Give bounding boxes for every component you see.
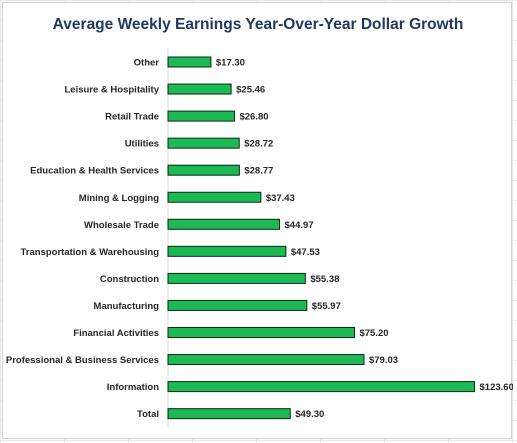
category-label: Wholesale Trade: [84, 220, 159, 231]
bar[interactable]: [167, 354, 365, 366]
category-label: Construction: [100, 274, 159, 285]
chart-area[interactable]: Average Weekly Earnings Year-Over-Year D…: [2, 2, 513, 439]
bar[interactable]: [167, 110, 235, 122]
value-label: $49.30: [295, 409, 324, 420]
bar[interactable]: [167, 218, 281, 230]
bar[interactable]: [167, 299, 308, 311]
value-label: $17.30: [216, 58, 245, 69]
category-label: Transportation & Warehousing: [21, 247, 160, 258]
category-label: Financial Activities: [73, 328, 159, 339]
category-label: Utilities: [125, 139, 159, 150]
category-label: Total: [137, 409, 159, 420]
value-label: $47.53: [291, 247, 320, 258]
bar[interactable]: [167, 408, 291, 420]
bars-layer: Other $17.30 Leisure & Hospitality $25.46 Re…: [6, 48, 513, 428]
value-label: $37.43: [266, 193, 295, 204]
bar[interactable]: [167, 327, 355, 338]
bar[interactable]: [167, 83, 232, 95]
value-label: $55.38: [310, 274, 339, 285]
bar[interactable]: [167, 137, 240, 149]
category-label: Professional & Business Services: [6, 355, 159, 366]
chart-title: Average Weekly Earnings Year-Over-Year D…: [53, 16, 464, 33]
value-label: $44.97: [285, 220, 314, 231]
bar[interactable]: [167, 381, 476, 393]
value-label: $25.46: [236, 85, 265, 96]
bar[interactable]: [167, 245, 287, 257]
value-label: $26.80: [239, 112, 268, 123]
value-label: $28.72: [244, 139, 273, 150]
category-label: Other: [134, 58, 160, 69]
bar[interactable]: [167, 164, 240, 176]
bar[interactable]: [167, 56, 212, 68]
category-label: Manufacturing: [94, 301, 160, 312]
value-label: $75.20: [359, 328, 388, 339]
category-label: Education & Health Services: [30, 166, 159, 177]
category-label: Retail Trade: [105, 112, 159, 123]
value-label: $55.97: [312, 301, 341, 312]
category-label: Leisure & Hospitality: [65, 85, 160, 96]
value-label: $123.60: [480, 382, 513, 393]
value-label: $79.03: [369, 355, 398, 366]
bar[interactable]: [167, 272, 306, 284]
category-label: Mining & Logging: [79, 193, 159, 204]
bar[interactable]: [167, 191, 262, 203]
category-label: Information: [107, 382, 159, 393]
value-label: $28.77: [244, 166, 273, 177]
bar-chart: Average Weekly Earnings Year-Over-Year D…: [6, 16, 513, 428]
